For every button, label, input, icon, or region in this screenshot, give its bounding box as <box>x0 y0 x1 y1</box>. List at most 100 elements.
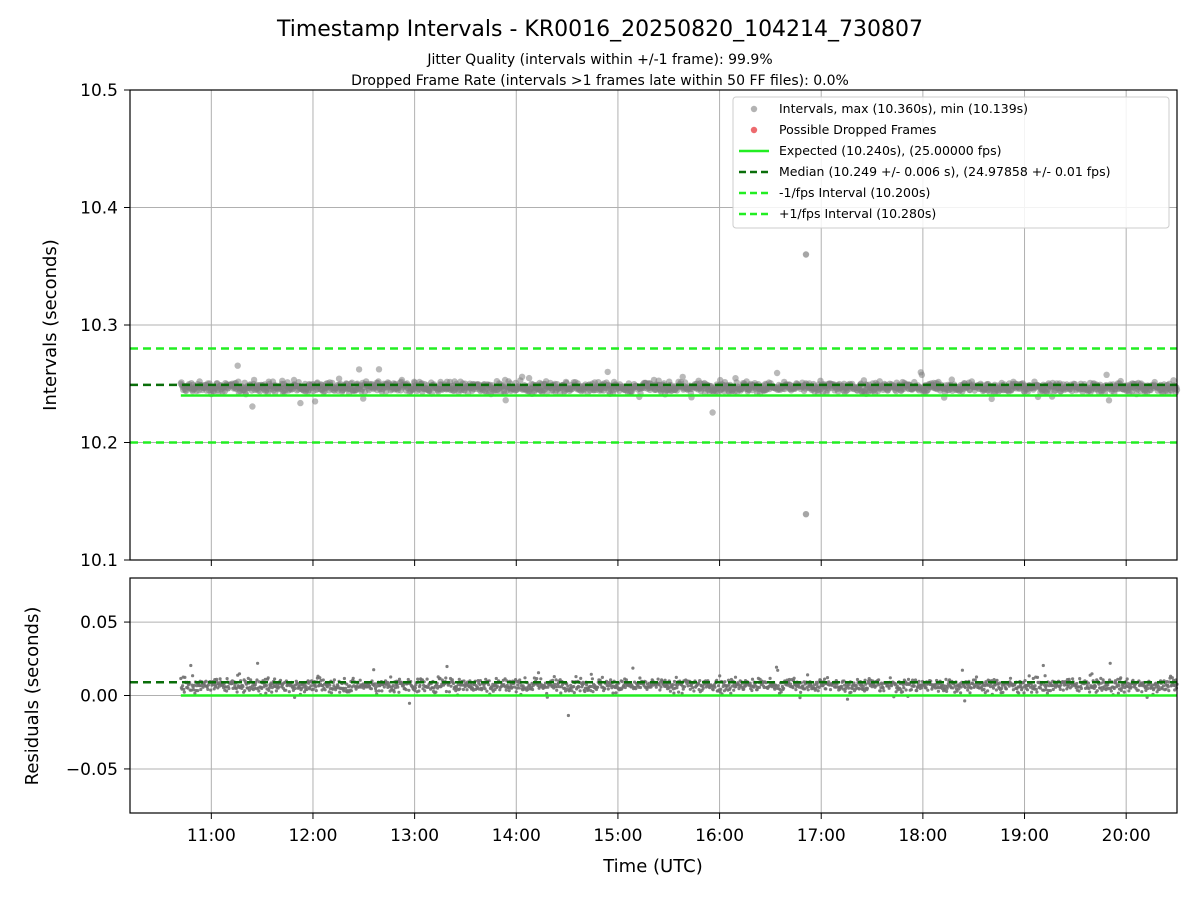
residual-point <box>913 678 918 682</box>
residual-point <box>697 681 701 685</box>
intervals-y-tick-label: 10.3 <box>80 316 118 336</box>
residual-point <box>225 689 229 693</box>
legend-box <box>732 96 1170 229</box>
residual-point <box>516 683 520 687</box>
residual-point <box>369 687 373 691</box>
residual-point <box>1095 689 1099 693</box>
residual-point <box>457 677 461 682</box>
residual-point <box>842 679 846 683</box>
interval-outlier-point <box>802 251 810 258</box>
interval-point <box>235 378 242 385</box>
residual-point <box>270 690 274 694</box>
residual-point <box>936 689 941 693</box>
residual-point <box>994 688 999 692</box>
residual-point <box>701 686 705 691</box>
residual-point <box>904 688 908 692</box>
residual-point <box>349 689 353 693</box>
residual-point <box>1077 689 1081 693</box>
x-tick-label: 20:00 <box>1102 826 1151 846</box>
interval-point <box>709 409 716 416</box>
residual-point <box>426 685 430 689</box>
residual-point <box>512 685 517 689</box>
residual-point <box>342 689 346 693</box>
chart-subtitle-line-2: Dropped Frame Rate (intervals >1 frames … <box>351 73 849 89</box>
residual-point <box>1027 674 1031 678</box>
residual-point <box>389 675 393 679</box>
residual-point <box>963 699 967 703</box>
intervals-y-ticks: 10.1 10.2 10.3 10.4 10.5 <box>80 81 130 571</box>
x-tick-label: 15:00 <box>593 826 642 846</box>
residual-point <box>688 687 692 691</box>
residual-point <box>737 687 741 691</box>
residual-point <box>957 687 961 691</box>
residual-point <box>589 672 593 676</box>
residual-point <box>254 680 258 685</box>
residual-point <box>1106 683 1110 687</box>
residual-point <box>181 684 185 688</box>
residual-point <box>434 690 438 694</box>
residual-point <box>774 665 779 669</box>
residual-point <box>1071 677 1075 681</box>
residual-point <box>1004 687 1009 691</box>
residual-point <box>624 678 629 682</box>
residual-point <box>909 688 914 692</box>
residual-point <box>995 678 999 683</box>
residual-point <box>553 682 557 686</box>
residual-point <box>776 684 780 688</box>
interval-point <box>297 399 304 407</box>
residual-point <box>609 678 613 682</box>
residuals-reference-lines <box>130 681 1177 697</box>
residual-point <box>924 686 928 690</box>
residual-point <box>1078 677 1082 681</box>
residual-point <box>382 685 386 689</box>
residual-point <box>663 678 667 682</box>
residual-point <box>865 686 870 691</box>
residual-point <box>1035 675 1040 680</box>
residual-point <box>840 684 844 689</box>
residual-point <box>1164 687 1168 691</box>
residual-point <box>483 687 487 691</box>
residual-point <box>1067 677 1071 682</box>
intervals-x-ticks <box>210 560 1127 566</box>
residual-point <box>514 690 518 694</box>
residual-point <box>1047 684 1051 688</box>
residual-point <box>423 689 427 693</box>
interval-point <box>1103 371 1110 378</box>
residual-point <box>888 676 892 680</box>
residuals-x-ticks: 11:00 12:00 13:00 14:00 15:00 16:00 17:00 18:00… <box>187 813 1151 846</box>
residual-point <box>189 663 193 668</box>
residual-point <box>614 691 618 695</box>
residual-point <box>523 676 527 680</box>
legend-label-expected: Expected (10.240s), (25.00000 fps) <box>779 143 1001 158</box>
residual-point <box>857 687 861 691</box>
residual-point <box>338 690 342 694</box>
residual-point <box>926 688 930 692</box>
residual-point <box>413 688 417 693</box>
residual-point <box>591 690 595 694</box>
residual-point <box>787 677 792 682</box>
legend-marker-dropped <box>750 126 758 134</box>
residual-point <box>480 687 484 691</box>
residual-point <box>600 675 605 680</box>
interval-point <box>360 395 367 402</box>
residual-point <box>526 687 530 692</box>
residual-point <box>757 685 762 690</box>
residual-point <box>726 678 731 682</box>
interval-outlier-point <box>802 510 810 518</box>
residual-point <box>774 684 778 688</box>
residual-point <box>192 683 196 687</box>
residual-point <box>182 687 186 691</box>
intervals-y-tick-label: 10.4 <box>80 199 118 219</box>
residual-point <box>606 687 610 691</box>
residual-point <box>1093 684 1098 689</box>
residual-point <box>971 682 975 686</box>
residual-point <box>585 683 589 687</box>
residual-point <box>1044 688 1048 692</box>
residual-point <box>1023 679 1027 683</box>
residual-point <box>273 677 277 681</box>
residual-point <box>1152 686 1156 690</box>
interval-point <box>604 368 611 376</box>
interval-point <box>948 376 955 383</box>
residual-point <box>1140 690 1144 694</box>
